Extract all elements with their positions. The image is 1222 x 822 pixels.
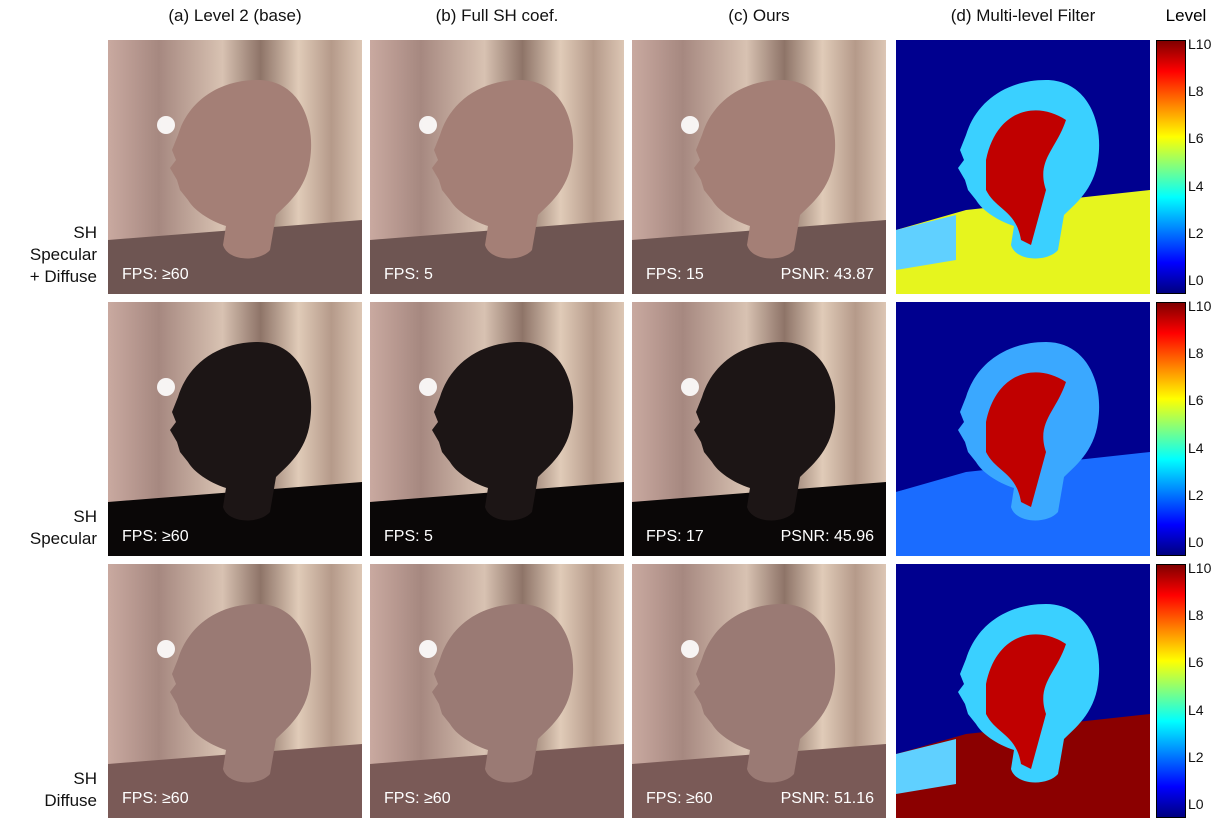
row-label-line: + Diffuse bbox=[30, 266, 97, 288]
image-panel: FPS: ≥60 bbox=[108, 302, 362, 556]
image-drawing bbox=[632, 40, 886, 294]
colorbar-tick-label: L10 bbox=[1188, 560, 1211, 576]
fps-label: FPS: 5 bbox=[384, 528, 433, 546]
image-drawing bbox=[370, 40, 624, 294]
colorbar-tick-label: L8 bbox=[1188, 345, 1204, 361]
row-label-line: Specular bbox=[30, 528, 97, 550]
colorbar-tick-label: L6 bbox=[1188, 130, 1204, 146]
column-header: (a) Level 2 (base) bbox=[108, 6, 362, 26]
image-drawing bbox=[108, 302, 362, 556]
colorbar-title: Level bbox=[1150, 6, 1222, 26]
row-label-line: SH bbox=[30, 506, 97, 528]
image-panel: FPS: ≥60 bbox=[108, 40, 362, 294]
image-drawing bbox=[108, 564, 362, 818]
colorbar-tick-label: L0 bbox=[1188, 272, 1204, 288]
colorbar-tick-label: L0 bbox=[1188, 796, 1204, 812]
colorbar-tick-label: L4 bbox=[1188, 178, 1204, 194]
image-drawing bbox=[896, 302, 1150, 556]
column-header: (c) Ours bbox=[632, 6, 886, 26]
fps-label: FPS: 5 bbox=[384, 266, 433, 284]
figure: Level (a) Level 2 (base) (b) Full SH coef… bbox=[0, 0, 1222, 822]
colorbar bbox=[1156, 302, 1186, 556]
colorbar-tick-label: L10 bbox=[1188, 36, 1211, 52]
image-drawing bbox=[896, 564, 1150, 818]
fps-label: FPS: 17 bbox=[646, 528, 704, 546]
image-panel bbox=[896, 302, 1150, 556]
column-header: (d) Multi-level Filter bbox=[896, 6, 1150, 26]
image-drawing bbox=[370, 564, 624, 818]
fps-label: FPS: ≥60 bbox=[384, 790, 451, 808]
row-label-line: SH bbox=[44, 768, 97, 790]
colorbar-tick-label: L4 bbox=[1188, 702, 1204, 718]
image-panel bbox=[896, 40, 1150, 294]
colorbar-tick-label: L2 bbox=[1188, 749, 1204, 765]
image-panel bbox=[896, 564, 1150, 818]
colorbar-tick-label: L6 bbox=[1188, 654, 1204, 670]
fps-label: FPS: 15 bbox=[646, 266, 704, 284]
fps-label: FPS: ≥60 bbox=[122, 266, 189, 284]
image-panel: FPS: ≥60 PSNR: 51.16 bbox=[632, 564, 886, 818]
fps-label: FPS: ≥60 bbox=[122, 528, 189, 546]
image-panel: FPS: ≥60 bbox=[370, 564, 624, 818]
image-panel: FPS: 5 bbox=[370, 302, 624, 556]
column-header: (b) Full SH coef. bbox=[370, 6, 624, 26]
row-label-line: Diffuse bbox=[44, 790, 97, 812]
row-label-line: Specular bbox=[30, 244, 97, 266]
psnr-label: PSNR: 43.87 bbox=[781, 266, 874, 284]
image-panel: FPS: 17 PSNR: 45.96 bbox=[632, 302, 886, 556]
image-panel: FPS: 5 bbox=[370, 40, 624, 294]
fps-label: FPS: ≥60 bbox=[646, 790, 713, 808]
colorbar-tick-label: L8 bbox=[1188, 83, 1204, 99]
colorbar-tick-label: L0 bbox=[1188, 534, 1204, 550]
row-label-line: SH bbox=[30, 222, 97, 244]
image-drawing bbox=[370, 302, 624, 556]
psnr-label: PSNR: 51.16 bbox=[781, 790, 874, 808]
image-drawing bbox=[108, 40, 362, 294]
psnr-label: PSNR: 45.96 bbox=[781, 528, 874, 546]
colorbar-tick-label: L6 bbox=[1188, 392, 1204, 408]
colorbar-tick-label: L4 bbox=[1188, 440, 1204, 456]
colorbar-tick-label: L10 bbox=[1188, 298, 1211, 314]
colorbar bbox=[1156, 564, 1186, 818]
image-panel: FPS: ≥60 bbox=[108, 564, 362, 818]
colorbar-tick-label: L2 bbox=[1188, 487, 1204, 503]
colorbar-tick-label: L8 bbox=[1188, 607, 1204, 623]
colorbar-tick-label: L2 bbox=[1188, 225, 1204, 241]
image-drawing bbox=[632, 302, 886, 556]
image-panel: FPS: 15 PSNR: 43.87 bbox=[632, 40, 886, 294]
colorbar bbox=[1156, 40, 1186, 294]
fps-label: FPS: ≥60 bbox=[122, 790, 189, 808]
image-drawing bbox=[632, 564, 886, 818]
image-drawing bbox=[896, 40, 1150, 294]
